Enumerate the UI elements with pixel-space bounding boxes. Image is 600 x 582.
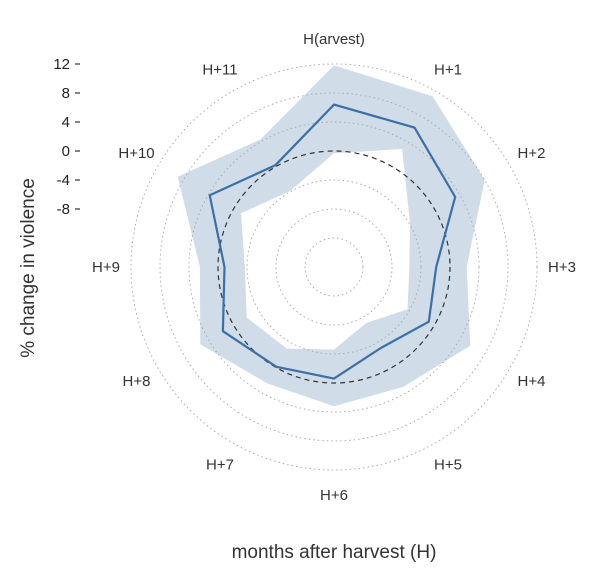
y-axis-title: % change in violence <box>18 178 39 358</box>
zero-reference-circle <box>217 150 451 384</box>
x-axis-title: months after harvest (H) <box>232 542 437 563</box>
radial-tick-label: 12 <box>53 56 70 73</box>
month-label: H+3 <box>548 259 576 276</box>
mean-line <box>208 103 457 380</box>
month-label: H+1 <box>434 62 462 79</box>
radial-tick-label: 8 <box>62 85 70 102</box>
month-label: H+2 <box>518 145 546 162</box>
grid-circle <box>304 237 364 297</box>
month-label: H+9 <box>92 259 120 276</box>
grid-circle <box>159 92 509 442</box>
month-label: H+10 <box>118 145 154 162</box>
month-label: H+7 <box>206 457 234 474</box>
grid-circle <box>246 179 422 355</box>
month-label: H+8 <box>123 373 151 390</box>
month-label: H+5 <box>434 457 462 474</box>
confidence-ribbon <box>177 65 485 407</box>
grid-circle <box>275 208 393 326</box>
month-label: H+4 <box>518 373 546 390</box>
radial-tick-label: -4 <box>57 172 70 189</box>
month-label: H(arvest) <box>303 31 365 48</box>
radial-tick-label: 0 <box>62 143 70 160</box>
radial-tick-label: -8 <box>57 201 70 218</box>
grid-circle <box>130 63 538 471</box>
radial-tick-label: 4 <box>62 114 70 131</box>
grid-circle <box>188 121 480 413</box>
month-label: H+6 <box>320 487 348 504</box>
month-label: H+11 <box>202 62 237 79</box>
